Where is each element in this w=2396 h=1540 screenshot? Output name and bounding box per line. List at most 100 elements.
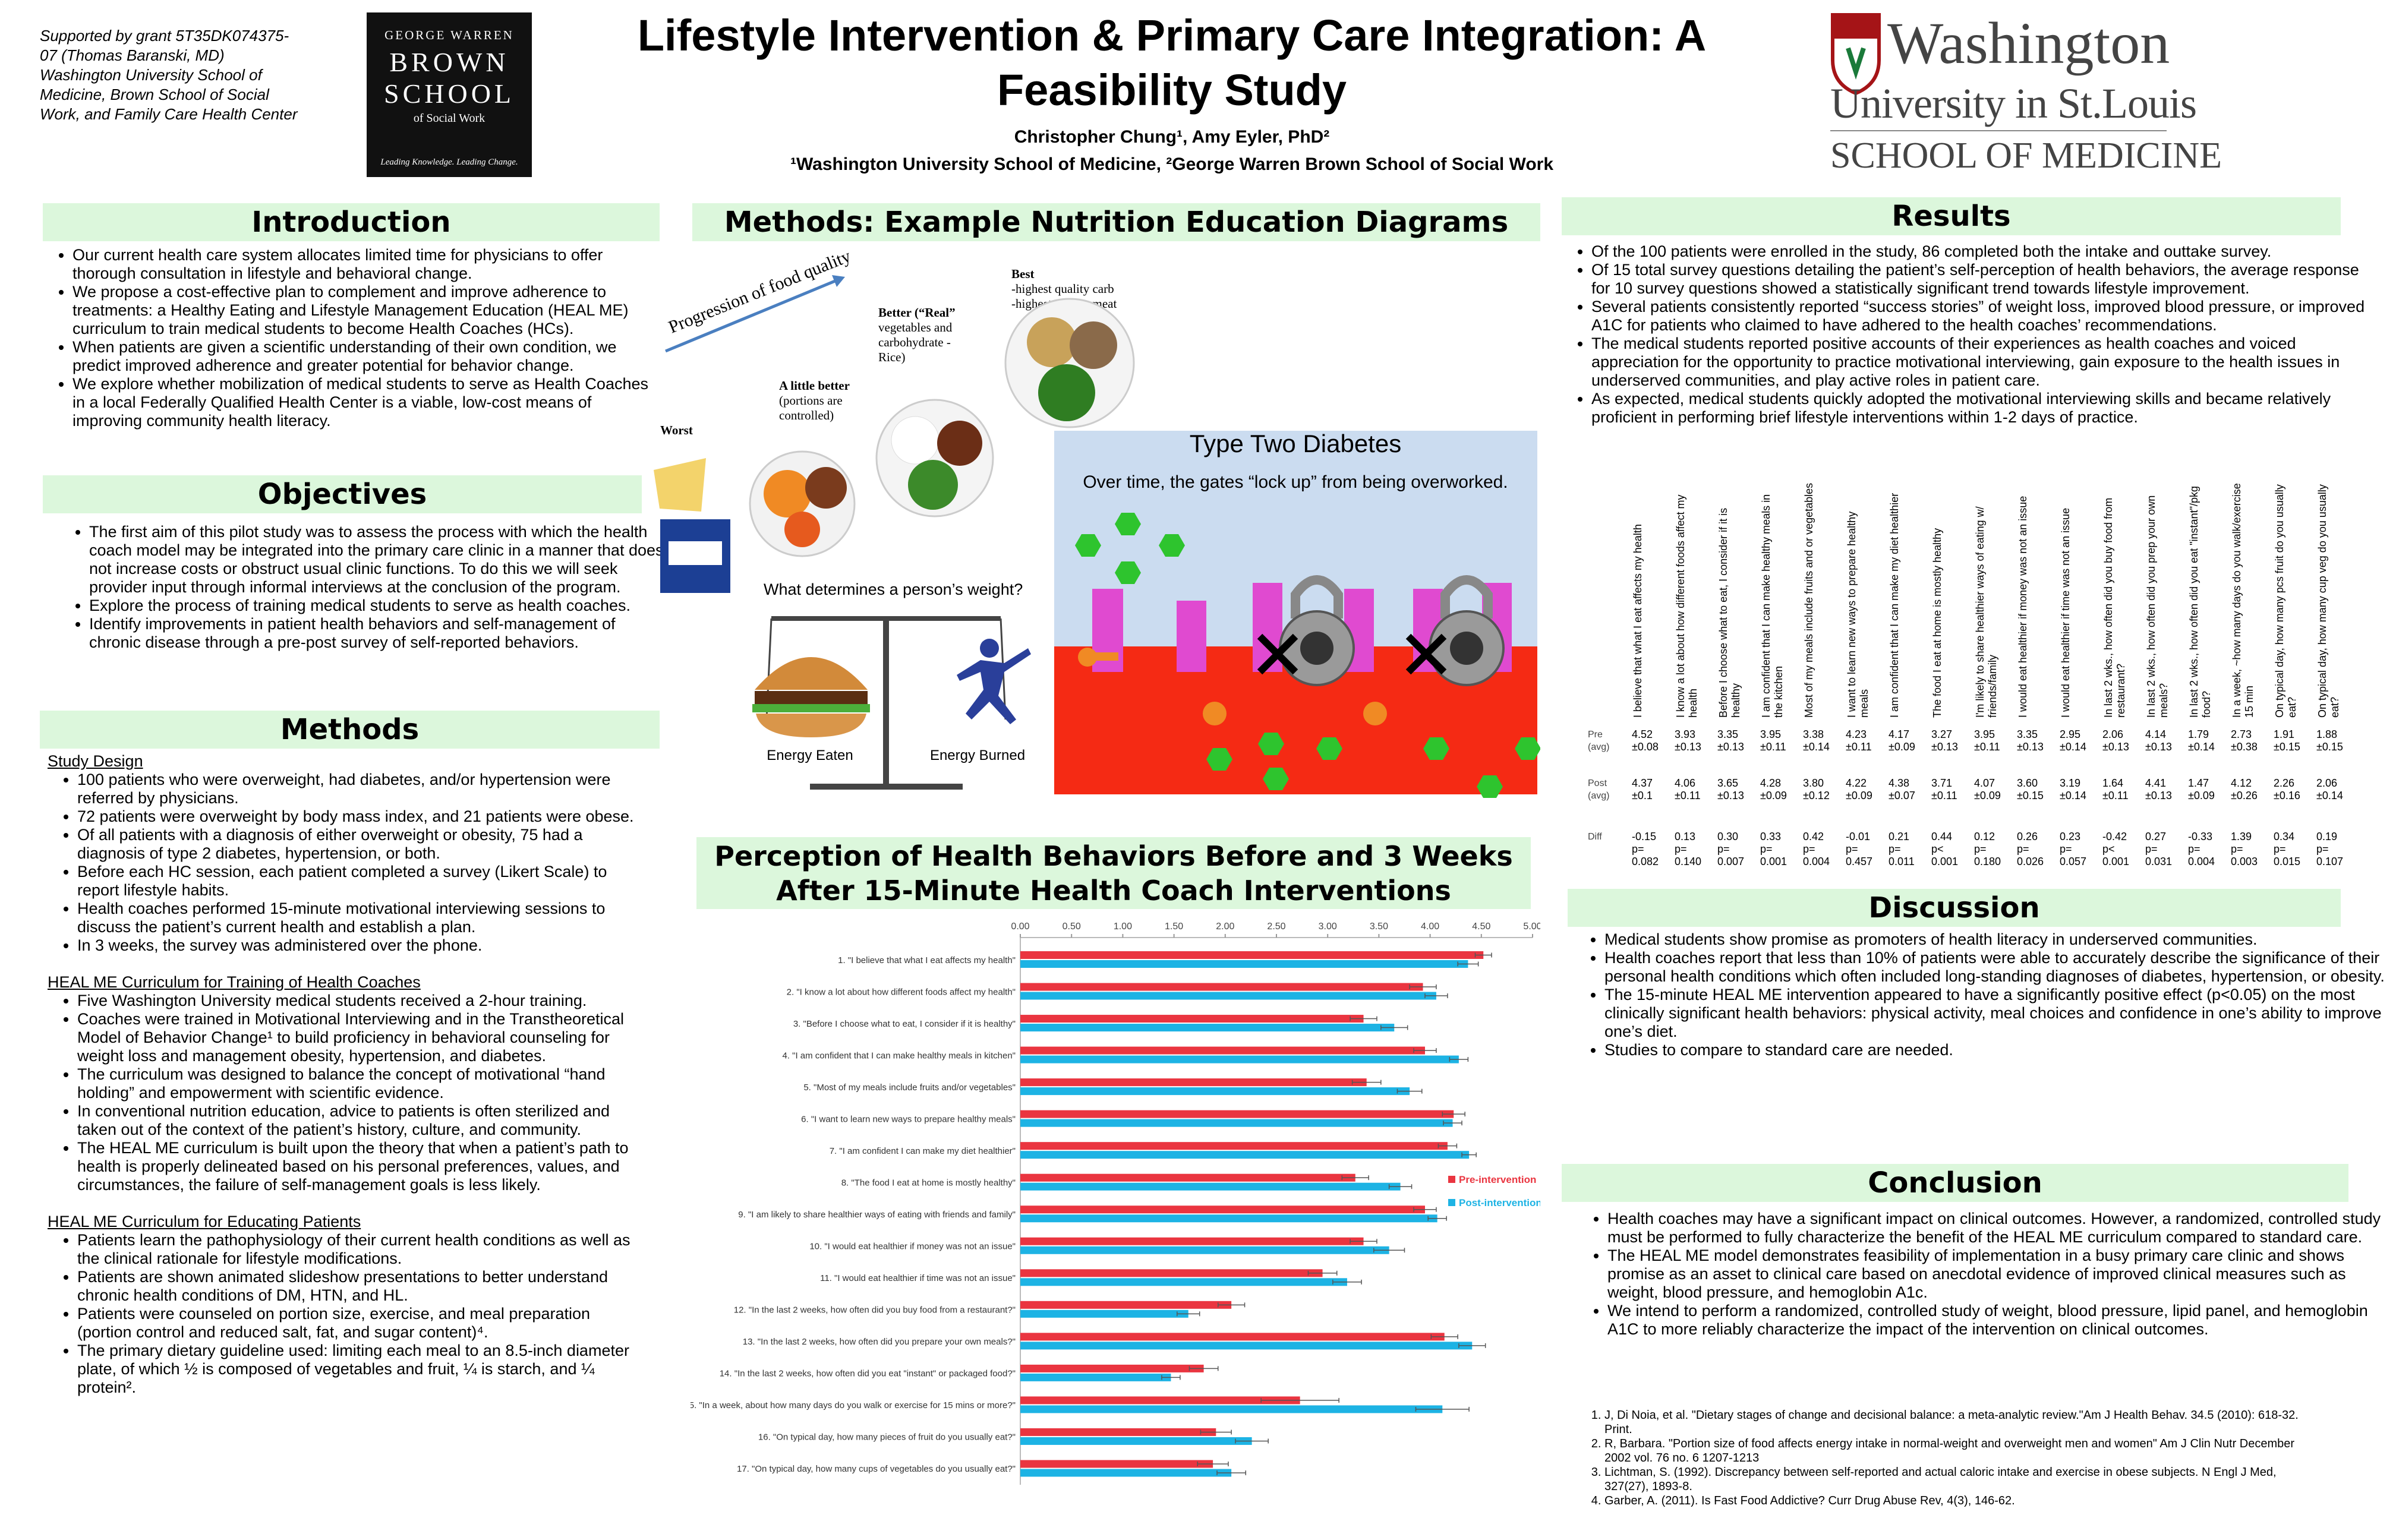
- bullet: When patients are given a scientific und…: [72, 338, 661, 375]
- decoration: [1846, 47, 1866, 80]
- table-cell: p=: [2060, 843, 2072, 855]
- diagram-label: Rice): [878, 350, 905, 364]
- section-heading: Introduction: [43, 203, 660, 241]
- objectives-list: The first aim of this pilot study was to…: [59, 523, 671, 652]
- bullet: Of the 100 patients were enrolled in the…: [1591, 242, 2382, 261]
- error-bar: [1350, 1239, 1377, 1244]
- category-label: 16. "On typical day, how many pieces of …: [758, 1432, 1016, 1443]
- table-cell: 4.12: [2231, 777, 2252, 789]
- category-label: 5. "Most of my meals include fruits and/…: [803, 1083, 1016, 1093]
- plate: [875, 399, 994, 517]
- conclusion-list: Health coaches may have a significant im…: [1578, 1210, 2396, 1339]
- table-cell: 3.35: [2017, 728, 2038, 740]
- table-cell: 3.19: [2060, 777, 2081, 789]
- bullet: Of all patients with a diagnosis of eith…: [77, 826, 648, 863]
- category-label: 17. "On typical day, how many cups of ve…: [737, 1464, 1016, 1474]
- table-cell: 0.003: [2231, 856, 2258, 867]
- bullet: The HEAL ME model demonstrates feasibili…: [1607, 1246, 2396, 1302]
- diagram-label: carbohydrate -: [878, 335, 951, 349]
- bar: [1020, 992, 1436, 1000]
- diagram-label: Better (“Real”: [878, 305, 956, 320]
- bar: [1020, 1151, 1470, 1159]
- subsection-title: Study Design: [48, 752, 143, 770]
- x-tick-label: 1.00: [1114, 922, 1132, 932]
- decoration: [1078, 648, 1387, 725]
- bullet: In conventional nutrition education, adv…: [77, 1102, 648, 1139]
- error-bar: [1413, 1048, 1437, 1053]
- decoration: [654, 458, 706, 512]
- table-cell: 2.06: [2102, 728, 2124, 740]
- table-cell: ±0.08: [1632, 741, 1659, 753]
- table-cell: 3.93: [1675, 728, 1696, 740]
- decoration: [1833, 15, 1879, 39]
- column-header: The food I eat at home is mostly healthy: [1931, 528, 1943, 718]
- plate: [749, 450, 856, 557]
- error-bar: [1409, 984, 1437, 990]
- table-cell: p=: [2231, 843, 2243, 855]
- column-header: On typical day, how many cup veg do you …: [2316, 484, 2341, 718]
- category-label: 2. "I know a lot about how different foo…: [787, 987, 1016, 997]
- table-cell: 0.107: [2316, 856, 2344, 867]
- logo-rule: [1830, 130, 2167, 131]
- references: J, Di Noia, et al. "Dietary stages of ch…: [1575, 1408, 2318, 1508]
- bullet: Patients learn the pathophysiology of th…: [77, 1231, 648, 1268]
- row-label: Post: [1588, 778, 1607, 788]
- table-cell: ±0.09: [1889, 741, 1915, 753]
- column-header: I am confident that I can make my diet h…: [1889, 493, 1900, 718]
- table-cell: p=: [2145, 843, 2158, 855]
- bullet: Our current health care system allocates…: [72, 246, 661, 283]
- bar: [1020, 1309, 1188, 1318]
- table-cell: 2.26: [2274, 777, 2295, 789]
- error-bar: [1307, 1270, 1338, 1276]
- error-bar: [1260, 1397, 1339, 1403]
- table-cell: 4.41: [2145, 777, 2167, 789]
- bullet: In 3 weeks, the survey was administered …: [77, 936, 648, 955]
- bullet: The first aim of this pilot study was to…: [89, 523, 671, 597]
- section-heading: Objectives: [43, 475, 642, 513]
- bullet: Before each HC session, each patient com…: [77, 863, 648, 900]
- row-label: (avg): [1588, 742, 1610, 752]
- bullet: The curriculum was designed to balance t…: [77, 1065, 648, 1102]
- bullet: As expected, medical students quickly ad…: [1591, 390, 2382, 427]
- bullet: The HEAL ME curriculum is built upon the…: [77, 1139, 648, 1194]
- error-bar: [1161, 1375, 1181, 1380]
- category-label: 8. "The food I eat at home is mostly hea…: [841, 1178, 1016, 1188]
- bullet: Lichtman, S. (1992). Discrepancy between…: [1604, 1465, 2318, 1494]
- column-header: In last 2 wks., how often did you buy fo…: [2102, 497, 2127, 718]
- bullet: Patients are shown animated slideshow pr…: [77, 1268, 648, 1305]
- logo-text: SCHOOL: [383, 78, 515, 109]
- x-tick-label: 3.50: [1370, 922, 1388, 932]
- table-cell: 0.001: [2102, 856, 2130, 867]
- diabetes-panel: [1054, 431, 1540, 798]
- table-cell: ±0.11: [1846, 741, 1872, 753]
- table-cell: ±0.11: [1931, 790, 1957, 801]
- bullet: 72 patients were overweight by body mass…: [77, 807, 648, 826]
- table-cell: 0.026: [2017, 856, 2044, 867]
- legend-swatch: [1448, 1199, 1455, 1206]
- x-tick-label: 1.50: [1165, 922, 1183, 932]
- decoration: [1291, 575, 1343, 618]
- bar: [1020, 1364, 1204, 1372]
- table-cell: 4.14: [2145, 728, 2167, 740]
- plate: [1004, 298, 1135, 428]
- table-cell: p=: [1846, 843, 1858, 855]
- row-label: (avg): [1588, 791, 1610, 801]
- column-header: Before I choose what to eat, I consider …: [1717, 507, 1742, 718]
- decoration: [669, 541, 722, 565]
- bullet: Health coaches report that less than 10%…: [1604, 949, 2395, 986]
- error-bar: [1380, 1025, 1408, 1030]
- column-header: I want to learn new ways to prepare heal…: [1846, 511, 1870, 718]
- logo-text: Washington: [1887, 10, 2170, 76]
- bar: [1020, 1119, 1453, 1127]
- bullet: The 15-minute HEAL ME intervention appea…: [1604, 986, 2395, 1041]
- table-cell: 0.140: [1675, 856, 1702, 867]
- table-cell: 0.457: [1846, 856, 1873, 867]
- table-cell: ±0.13: [1931, 741, 1958, 753]
- decoration: [784, 512, 820, 547]
- bar: [1020, 1182, 1401, 1191]
- error-bar: [1388, 1184, 1413, 1189]
- diagram-label: What determines a person’s weight?: [764, 580, 1023, 598]
- x-tick-label: 4.00: [1421, 922, 1439, 932]
- decoration: [957, 648, 1031, 724]
- column-header: I am confident that I can make healthy m…: [1760, 494, 1785, 718]
